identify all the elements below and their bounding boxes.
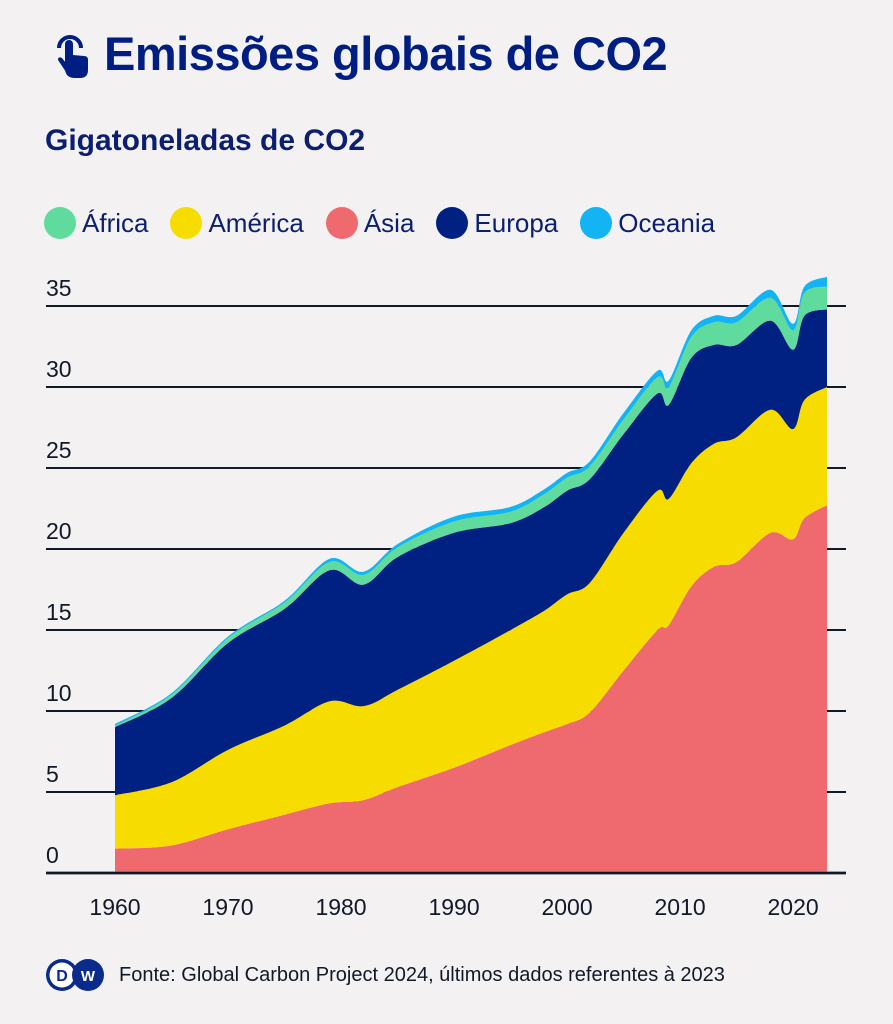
area-layers: [115, 276, 827, 873]
x-tick-label: 2010: [654, 894, 705, 920]
legend-label: América: [208, 207, 304, 238]
x-tick-label: 2000: [541, 894, 592, 920]
y-tick-label: 20: [46, 518, 72, 544]
source-note: Fonte: Global Carbon Project 2024, últim…: [119, 963, 725, 986]
y-tick-label: 35: [46, 275, 72, 301]
y-tick-label: 25: [46, 437, 72, 463]
x-tick-label: 1970: [202, 894, 253, 920]
x-tick-label: 2020: [768, 894, 819, 920]
legend-swatch-europa: [436, 207, 469, 239]
chart-subtitle: Gigatoneladas de CO2: [45, 124, 366, 157]
chart-header: Emissões globais de CO2: [50, 26, 668, 81]
legend-swatch-oceania: [580, 207, 613, 239]
footer: D W Fonte: Global Carbon Project 2024, ú…: [45, 958, 725, 992]
area-oceania: [115, 276, 827, 726]
y-tick-label: 10: [46, 680, 72, 706]
area-america: [115, 387, 827, 849]
chart-title: Emissões globais de CO2: [104, 27, 668, 80]
legend-item-oceania: Oceania: [580, 207, 715, 239]
svg-text:W: W: [81, 968, 96, 985]
legend-label: Oceania: [618, 207, 716, 238]
y-tick-label: 0: [46, 842, 59, 868]
legend-swatch-asia: [325, 207, 358, 239]
legend-item-asia: Ásia: [325, 207, 415, 239]
y-tick-label: 30: [46, 356, 72, 382]
tap-hand-icon: [57, 34, 88, 78]
dw-logo: D W: [46, 959, 104, 991]
svg-text:D: D: [56, 968, 68, 985]
y-axis-ticks: 0 5 10 15 20 25 30 35: [46, 275, 72, 868]
x-tick-label: 1980: [315, 894, 366, 920]
legend-label: Ásia: [363, 207, 415, 238]
legend: África América Ásia Europa Oceania: [44, 207, 737, 239]
x-axis-ticks: 1960 1970 1980 1990 2000 2010 2020: [89, 894, 818, 920]
legend-swatch-africa: [44, 207, 76, 239]
y-tick-label: 5: [46, 761, 59, 787]
area-asia: [115, 505, 827, 873]
legend-item-america: América: [170, 207, 304, 239]
legend-item-africa: África: [44, 207, 148, 239]
legend-label: Europa: [474, 207, 559, 238]
x-tick-label: 1960: [89, 894, 140, 920]
stacked-area-chart: 0 5 10 15 20 25 30 35 1960 1970 1980 1990 2000 2010 2…: [46, 275, 846, 920]
legend-swatch-america: [170, 207, 203, 239]
y-tick-label: 15: [46, 599, 72, 625]
x-tick-label: 1990: [428, 894, 479, 920]
area-africa: [115, 286, 827, 728]
legend-item-europa: Europa: [436, 207, 558, 239]
legend-label: África: [82, 207, 149, 238]
area-europa: [115, 309, 827, 796]
